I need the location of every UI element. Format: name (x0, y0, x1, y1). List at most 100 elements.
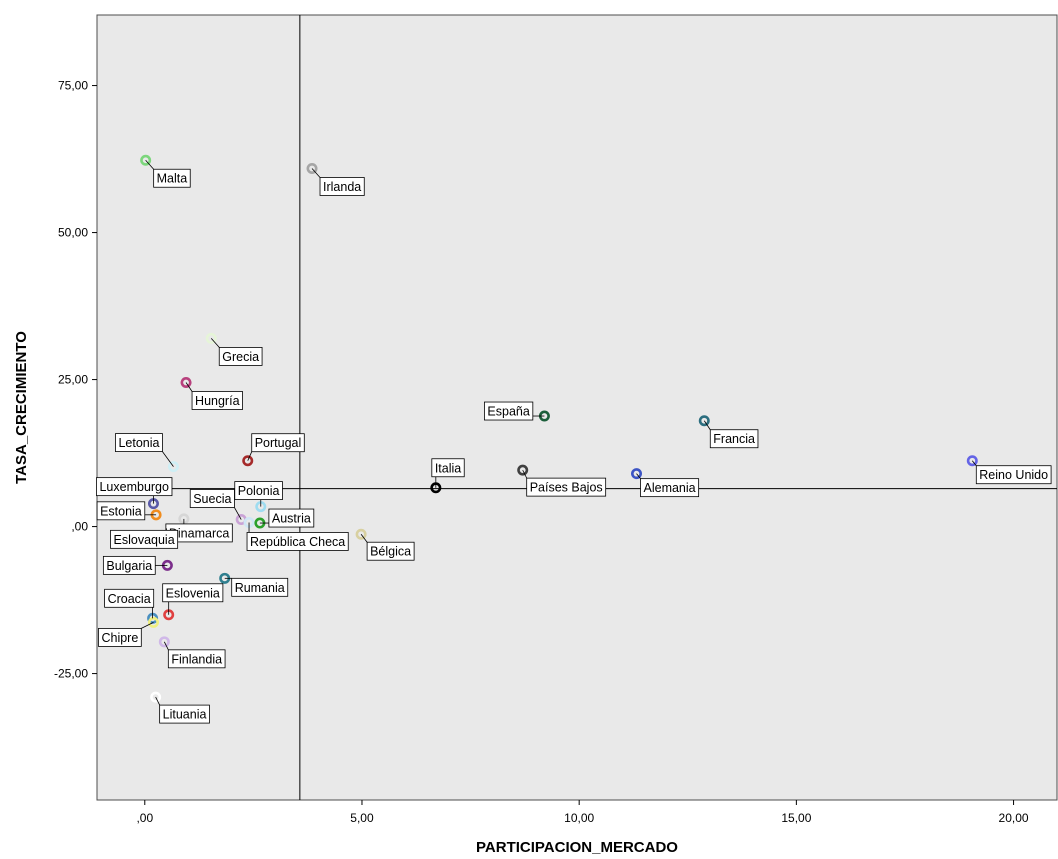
data-point (355, 528, 367, 540)
point-label-box (484, 401, 534, 421)
point-label-text: Suecia (193, 492, 231, 506)
data-point (306, 162, 318, 174)
point-label-leader (522, 469, 528, 479)
point-label-box (110, 529, 179, 549)
point-label-text: Rumania (235, 581, 285, 595)
y-tick-label: 75,00 (58, 79, 88, 93)
point-label-box (218, 347, 263, 366)
point-label-text: Eslovaquia (114, 533, 175, 547)
point-label-text: Alemania (644, 481, 696, 495)
point-label-box (251, 433, 305, 453)
point-label-box (189, 489, 235, 508)
point-label-box (431, 458, 465, 478)
x-tick-label: 5,00 (350, 811, 374, 825)
point-label-box (268, 508, 315, 528)
point-label-box (115, 433, 163, 452)
point-label-box (96, 477, 173, 497)
point-label-box (231, 577, 289, 597)
y-tick-label: -25,00 (54, 667, 88, 681)
point-label-text: Italia (435, 461, 461, 475)
data-point (180, 377, 192, 389)
data-point (140, 154, 152, 166)
point-label-text: Lituania (163, 708, 207, 722)
y-axis: -25,00 ,00 25,00 50,00 75,00 (54, 79, 97, 681)
point-label-leader (210, 338, 220, 348)
point-label-leader (360, 533, 368, 543)
point-label-text: Hungría (195, 394, 240, 408)
point-label-leader (155, 696, 161, 706)
point-label-box (191, 391, 243, 410)
point-label-box (153, 168, 191, 188)
data-point (242, 455, 254, 467)
data-point (150, 691, 162, 703)
point-label-box (159, 704, 210, 724)
point-label-leader (145, 159, 154, 170)
point-label-box (366, 541, 415, 561)
point-label-box (640, 478, 700, 498)
data-point (698, 415, 710, 427)
point-label-text: Eslovenia (166, 586, 220, 600)
point-label-leader (636, 473, 641, 479)
x-axis: ,00 5,00 10,00 15,00 20,00 (136, 800, 1029, 825)
x-tick-label: 10,00 (564, 811, 594, 825)
point-label-box (98, 628, 142, 647)
point-label-leader (247, 451, 253, 461)
point-label-text: Bulgaria (106, 559, 152, 573)
point-label-leader (141, 622, 154, 629)
point-label-box (709, 429, 759, 449)
data-point (631, 468, 643, 480)
point-label-text: Dinamarca (169, 526, 229, 540)
y-axis-title: TASA_CRECIMIENTO (13, 331, 30, 484)
point-label-text: Irlanda (323, 180, 361, 194)
point-label-box (246, 532, 349, 551)
y-tick-label: ,00 (71, 520, 88, 534)
point-label-text: Bélgica (370, 545, 411, 559)
y-tick-label: 50,00 (58, 226, 88, 240)
point-label-leader (703, 420, 711, 430)
point-label-text: Grecia (222, 350, 259, 364)
point-label-box (102, 555, 156, 575)
point-label-leader (162, 451, 174, 467)
point-label-box (526, 477, 607, 497)
point-label-text: Luxemburgo (99, 480, 169, 494)
data-point (158, 636, 170, 648)
point-label-leader (971, 460, 977, 466)
point-label-leader (311, 168, 321, 178)
point-labels: Malta Irlanda Grecia Hungría España Francia Re… (96, 159, 1052, 724)
point-label-box (96, 501, 146, 521)
point-label-box (167, 649, 226, 669)
point-label-text: Finlandia (171, 652, 222, 666)
point-label-text: Reino Unido (979, 468, 1048, 482)
point-label-box (162, 583, 224, 603)
point-label-text: Letonia (118, 436, 159, 450)
x-tick-label: 15,00 (781, 811, 811, 825)
point-label-text: Francia (713, 432, 755, 446)
x-tick-label: ,00 (136, 811, 153, 825)
point-label-text: Estonia (100, 504, 142, 518)
point-label-text: Países Bajos (530, 481, 603, 495)
y-tick-label: 25,00 (58, 373, 88, 387)
data-point (966, 455, 978, 467)
point-label-text: Chipre (101, 631, 138, 645)
point-label-leader (185, 382, 193, 392)
point-label-text: Austria (272, 512, 311, 526)
point-label-text: Polonia (238, 484, 280, 498)
point-label-leader (234, 507, 242, 520)
data-point (517, 464, 529, 476)
x-tick-label: 20,00 (999, 811, 1029, 825)
point-label-leader (163, 641, 169, 651)
plot-area (96, 14, 1058, 801)
data-point (205, 332, 217, 344)
x-axis-title: PARTICIPACION_MERCADO (476, 839, 678, 856)
point-label-box (975, 465, 1052, 485)
point-label-text: República Checa (250, 535, 345, 549)
point-label-text: Portugal (255, 436, 302, 450)
data-point (167, 461, 179, 473)
point-label-text: Croacia (108, 592, 151, 606)
point-label-box (104, 588, 155, 608)
point-label-box (319, 177, 365, 196)
point-label-text: España (487, 405, 529, 419)
point-label-text: Malta (157, 172, 188, 186)
data-point (147, 616, 159, 628)
